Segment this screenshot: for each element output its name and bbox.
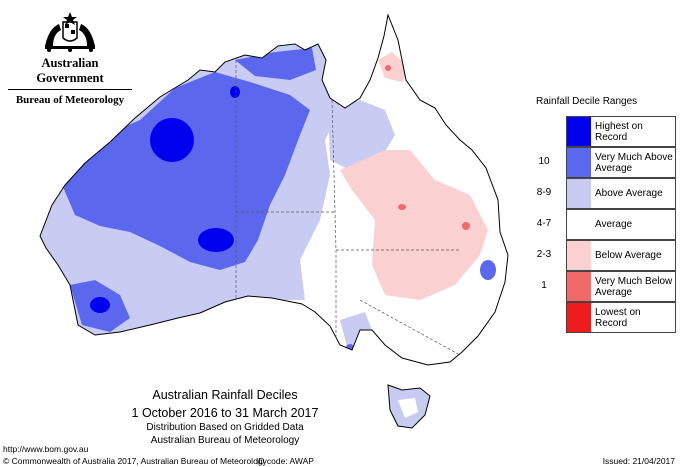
copyright-text: © Commonwealth of Australia 2017, Austra… xyxy=(3,456,267,466)
government-name: Australian Government xyxy=(8,56,132,90)
legend-swatch: Highest on Record xyxy=(566,116,676,147)
legend-item: 4-7 Average xyxy=(528,209,678,240)
legend-item: 2-3 Below Average xyxy=(528,240,678,271)
government-logo: Australian Government Bureau of Meteorol… xyxy=(8,10,132,106)
legend-item-label: Average xyxy=(595,219,633,230)
zone-above-average-north-qld xyxy=(328,100,395,170)
map-title: Australian Rainfall Deciles xyxy=(152,388,298,402)
tasmania xyxy=(387,384,431,429)
legend-item: 8-9 Above Average xyxy=(528,178,678,209)
legend-item-key: 4-7 xyxy=(536,218,552,229)
map-title-block: Australian Rainfall Deciles 1 October 20… xyxy=(100,387,350,447)
map-period: 1 October 2016 to 31 March 2017 xyxy=(131,406,319,420)
map-basis: Distribution Based on Gridded Data xyxy=(146,422,304,433)
legend-item-key: 2-3 xyxy=(536,249,552,260)
legend-item-label: Very Much Below Average xyxy=(595,275,673,298)
zone-highest-on-record-sw xyxy=(90,297,110,313)
legend-item-key: 1 xyxy=(541,280,547,291)
zone-highest-on-record-central xyxy=(198,228,234,252)
legend-item: Highest on Record xyxy=(528,116,678,147)
id-code: ID code: AWAP xyxy=(256,456,314,466)
zone-below-average-qld xyxy=(340,150,488,300)
legend-item-key: 10 xyxy=(538,156,550,167)
bureau-name: Bureau of Meteorology xyxy=(15,94,125,106)
legend-item: 1 Very Much Below Average xyxy=(528,271,678,302)
legend-swatch: Very Much Below Average xyxy=(566,271,676,302)
zone-above-average-se xyxy=(340,312,372,350)
footer: © Commonwealth of Australia 2017, Austra… xyxy=(0,455,680,467)
legend-swatch: Below Average xyxy=(566,240,676,271)
issued-date: Issued: 21/04/2017 xyxy=(602,456,675,466)
legend-item: 10 Very Much Above Average xyxy=(528,147,678,178)
zone-very-much-below-2 xyxy=(462,222,470,230)
zone-highest-on-record-kimberley xyxy=(150,118,194,162)
legend-swatch: Lowest on Record xyxy=(566,302,676,333)
legend-swatch: Average xyxy=(566,209,676,240)
legend-item-label: Lowest on Record xyxy=(595,306,641,329)
legend-swatch: Above Average xyxy=(566,178,676,209)
legend-item-label: Below Average xyxy=(595,250,662,261)
legend-item-label: Very Much Above Average xyxy=(595,151,673,174)
bom-url-link[interactable]: http://www.bom.gov.au xyxy=(3,444,89,454)
coat-of-arms-icon xyxy=(45,12,95,52)
legend-item-label: Highest on Record xyxy=(595,120,643,143)
decile-legend: Rainfall Decile Ranges Highest on Record… xyxy=(528,96,678,333)
zone-very-much-below-1 xyxy=(398,204,406,210)
zone-very-much-above-central xyxy=(60,72,310,270)
legend-item-key: 8-9 xyxy=(536,187,552,198)
legend-swatch: Very Much Above Average xyxy=(566,147,676,178)
map-source: Australian Bureau of Meteorology xyxy=(150,435,300,446)
legend-item: Lowest on Record xyxy=(528,302,678,333)
zone-below-average-cape-york xyxy=(378,52,410,82)
legend-item-label: Above Average xyxy=(595,188,663,199)
legend-title: Rainfall Decile Ranges xyxy=(536,96,638,107)
state-borders xyxy=(235,60,461,356)
